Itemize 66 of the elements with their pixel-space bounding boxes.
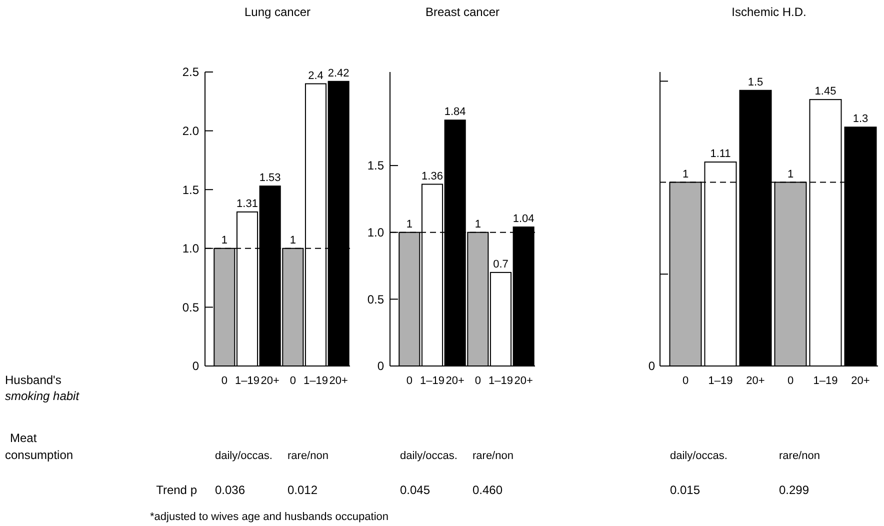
- chart-title: Lung cancer: [244, 5, 311, 19]
- data-label: 2.4: [308, 70, 324, 82]
- x-tick-label: 0: [474, 375, 481, 387]
- x-tick-label: 1–19: [420, 375, 444, 387]
- data-label: 1: [474, 218, 481, 230]
- x-tick-label: 1–19: [813, 375, 838, 387]
- x-tick-label: 0: [290, 375, 296, 387]
- text: daily/occas.: [400, 450, 458, 462]
- chart-title: Ischemic H.D.: [732, 5, 806, 19]
- data-label: 2.42: [328, 67, 350, 80]
- y-tick-label: 2.5: [182, 65, 200, 80]
- y-tick-label: 1.5: [367, 158, 384, 173]
- y-tick-label: 0.5: [367, 292, 384, 306]
- chart-title: Breast cancer: [425, 5, 500, 19]
- text: 0.015: [670, 483, 700, 497]
- x-tick-label: 20+: [329, 375, 348, 387]
- y-tick-label: 1.0: [182, 242, 200, 256]
- y-tick-label: 1.0: [367, 226, 384, 240]
- text: 0.299: [779, 483, 810, 497]
- data-label: 1: [787, 168, 794, 180]
- data-label: 1: [406, 218, 412, 230]
- data-label: 1: [221, 234, 228, 246]
- x-tick-label: 20+: [746, 375, 765, 387]
- data-label: 1.45: [814, 86, 836, 98]
- y-tick-label: 0: [377, 359, 384, 374]
- text: 0.036: [215, 483, 246, 497]
- x-tick-label: 0: [221, 375, 228, 387]
- data-label: 1.11: [710, 148, 731, 160]
- data-label: 1.36: [422, 170, 443, 182]
- y-tick-label: 0: [192, 359, 200, 374]
- data-label: 1: [290, 234, 296, 246]
- data-label: 1.53: [259, 172, 281, 184]
- y-tick-label: 0.5: [182, 300, 200, 314]
- text: *adjusted to wives age and husbands occupation: [150, 511, 389, 523]
- data-label: 0.7: [493, 258, 508, 270]
- x-tick-label: 0: [682, 375, 689, 387]
- text: Husband's smoking habit: [5, 373, 80, 403]
- text: 0: [648, 359, 656, 374]
- x-tick-label: 1–19: [708, 375, 733, 387]
- text: 0.045: [400, 483, 430, 497]
- data-label: 1.04: [512, 213, 534, 226]
- x-tick-label: 20+: [514, 375, 533, 387]
- text: rare/non: [779, 450, 820, 462]
- x-tick-label: 20+: [851, 375, 870, 387]
- text: rare/non: [472, 450, 514, 462]
- x-tick-label: 0: [787, 375, 794, 387]
- x-tick-label: 1–19: [488, 375, 513, 387]
- data-label: 1.5: [748, 76, 764, 88]
- x-tick-label: 20+: [260, 375, 280, 387]
- data-label: 1.31: [236, 198, 258, 210]
- text: Meat consumption: [5, 431, 74, 462]
- text: daily/occas.: [670, 450, 728, 462]
- text: daily/occas.: [215, 450, 272, 462]
- data-label: 1.3: [852, 113, 868, 126]
- data-label: 1: [682, 168, 689, 180]
- x-tick-label: 1–19: [304, 375, 328, 387]
- y-tick-label: 1.5: [182, 182, 200, 197]
- x-tick-label: 0: [406, 375, 412, 387]
- data-label: 1.84: [444, 106, 466, 118]
- text: rare/non: [288, 450, 328, 462]
- y-tick-label: 2.0: [182, 124, 200, 138]
- x-tick-label: 1–19: [235, 375, 260, 387]
- text: 0.012: [288, 483, 318, 497]
- text: Trend p: [156, 483, 198, 497]
- text: 0.460: [472, 483, 503, 497]
- x-tick-label: 20+: [446, 375, 464, 387]
